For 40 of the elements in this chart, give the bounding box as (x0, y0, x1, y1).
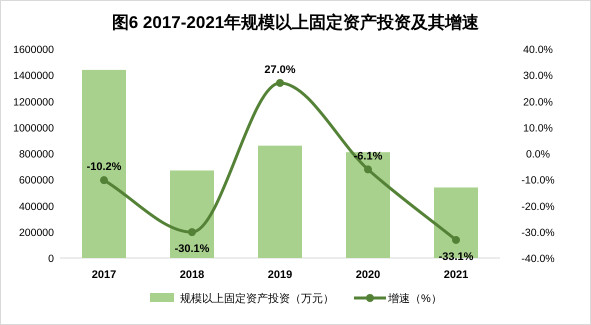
bar (82, 70, 126, 258)
data-label: -33.1% (438, 250, 474, 263)
y2-tick-label: 10.0% (523, 122, 553, 134)
point (452, 236, 460, 244)
data-label: -6.1% (354, 150, 383, 162)
x-tick-label: 2021 (444, 269, 468, 281)
legend-label: 增速（%） (387, 292, 442, 305)
point (276, 78, 284, 87)
data-label: -30.1% (174, 243, 210, 256)
y-tick-label: 0 (48, 253, 54, 265)
y-tick-label: 1200000 (13, 96, 54, 108)
y-tick-label: 1000000 (13, 122, 54, 134)
bar (258, 146, 302, 258)
bar (346, 152, 390, 258)
y-tick-label: 1400000 (13, 70, 54, 82)
y2-tick-label: -40.0% (521, 253, 555, 265)
y2-tick-label: 30.0% (523, 70, 553, 82)
x-tick-label: 2018 (180, 269, 204, 281)
point (188, 228, 196, 236)
y-tick-label: 800000 (18, 148, 54, 160)
bar (170, 170, 214, 258)
point (364, 165, 372, 174)
data-label: 27.0% (264, 64, 296, 76)
y-tick-label: 400000 (18, 200, 54, 213)
y2-tick-label: -20.0% (521, 200, 555, 213)
x-tick-label: 2017 (92, 269, 116, 281)
y2-tick-label: -30.0% (521, 226, 555, 239)
y2-tick-label: -10.0% (521, 174, 555, 187)
chart-title: 图6 2017-2021年规模以上固定资产投资及其增速 (112, 13, 480, 32)
y-tick-label: 600000 (18, 174, 54, 187)
y2-tick-label: 40.0% (523, 44, 553, 56)
data-label: -10.2% (86, 161, 122, 174)
y-tick-label: 200000 (18, 226, 54, 239)
y2-tick-label: 0.0% (526, 148, 550, 160)
point (100, 176, 108, 184)
y-tick-label: 1600000 (13, 44, 54, 56)
legend-label: 规模以上固定资产投资（万元） (180, 292, 334, 305)
x-tick-label: 2019 (268, 269, 292, 281)
y2-tick-label: 20.0% (523, 96, 553, 108)
x-tick-label: 2020 (356, 269, 380, 281)
